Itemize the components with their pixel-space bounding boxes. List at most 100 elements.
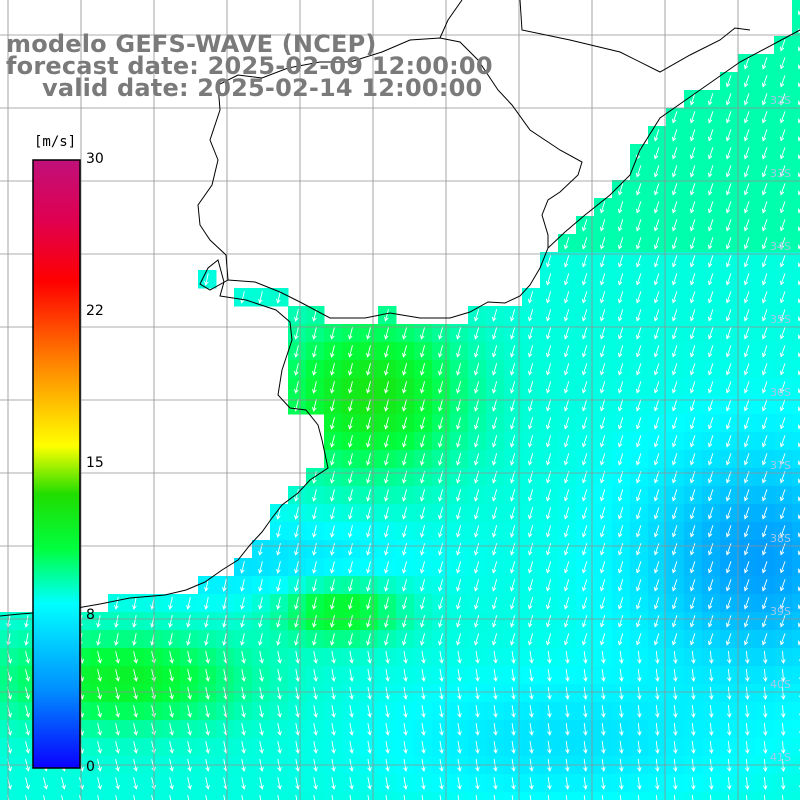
wind-arrow bbox=[725, 165, 732, 178]
wind-arrow bbox=[474, 543, 480, 556]
wind-arrow bbox=[689, 111, 696, 124]
wind-arrow bbox=[420, 543, 426, 556]
wind-arrow bbox=[743, 417, 750, 430]
wind-arrow bbox=[295, 705, 300, 718]
wind-arrow bbox=[348, 381, 353, 394]
wind-arrow bbox=[511, 705, 516, 718]
wind-arrow bbox=[349, 741, 354, 754]
wind-speed-cell bbox=[684, 792, 703, 800]
wind-arrow bbox=[421, 723, 426, 736]
wind-arrow bbox=[456, 453, 462, 466]
wind-arrow bbox=[367, 723, 372, 736]
wind-arrow bbox=[709, 704, 714, 718]
wind-speed-cell bbox=[792, 504, 800, 523]
wind-arrow bbox=[707, 345, 714, 358]
wind-arrow bbox=[655, 668, 660, 682]
wind-arrow bbox=[439, 795, 442, 800]
wind-arrow bbox=[671, 273, 678, 286]
wind-arrow bbox=[635, 543, 642, 556]
latitude-label: 35S bbox=[770, 313, 791, 326]
wind-arrow bbox=[475, 705, 480, 718]
wind-arrow bbox=[331, 687, 336, 700]
wind-arrow bbox=[725, 381, 732, 394]
wind-arrow bbox=[187, 669, 192, 682]
wind-arrow bbox=[366, 579, 371, 592]
wind-arrow bbox=[637, 650, 642, 664]
wind-arrow bbox=[313, 777, 318, 790]
wind-arrow bbox=[779, 597, 786, 610]
wind-arrow bbox=[779, 309, 786, 322]
wind-arrow bbox=[276, 561, 281, 574]
wind-arrow bbox=[492, 309, 498, 322]
wind-arrow bbox=[691, 740, 696, 754]
wind-arrow bbox=[222, 615, 227, 628]
wind-arrow bbox=[653, 345, 660, 358]
wind-arrow bbox=[348, 579, 353, 592]
wind-arrow bbox=[402, 543, 408, 556]
wind-arrow bbox=[601, 741, 606, 754]
wind-arrow bbox=[762, 650, 768, 664]
wind-arrow bbox=[258, 579, 263, 592]
wind-arrow bbox=[312, 363, 317, 376]
wind-arrow bbox=[599, 435, 606, 448]
wind-arrow bbox=[744, 740, 750, 754]
wind-arrow bbox=[420, 525, 426, 538]
wind-arrow bbox=[689, 129, 696, 142]
wind-speed-cell bbox=[324, 792, 343, 800]
wind-arrow bbox=[312, 399, 317, 412]
wind-arrow bbox=[709, 794, 712, 800]
wind-arrow bbox=[563, 561, 570, 574]
wind-arrow bbox=[707, 507, 714, 520]
wind-arrow bbox=[761, 291, 768, 304]
wind-arrow bbox=[348, 435, 353, 448]
wind-arrow bbox=[709, 668, 714, 682]
wind-speed-cell bbox=[558, 792, 577, 800]
wind-arrow bbox=[689, 291, 696, 304]
wind-speed-cell bbox=[792, 648, 800, 667]
wind-arrow bbox=[61, 795, 64, 800]
wind-arrow bbox=[474, 327, 480, 340]
wind-arrow bbox=[545, 345, 552, 358]
wind-arrow bbox=[25, 741, 30, 754]
wind-arrow bbox=[761, 165, 768, 178]
wind-arrow bbox=[689, 633, 696, 646]
wind-arrow bbox=[691, 650, 696, 664]
wind-speed-cell bbox=[162, 792, 181, 800]
wind-arrow bbox=[743, 579, 750, 592]
wind-arrow bbox=[601, 795, 604, 800]
wind-arrow bbox=[330, 327, 335, 340]
wind-arrow bbox=[581, 255, 588, 268]
wind-arrow bbox=[743, 615, 750, 628]
wind-arrow bbox=[619, 794, 622, 800]
wind-arrow bbox=[726, 686, 732, 700]
wind-arrow bbox=[420, 399, 426, 412]
wind-arrow bbox=[330, 489, 335, 502]
wind-arrow bbox=[635, 183, 642, 196]
wind-arrow bbox=[761, 381, 768, 394]
wind-arrow bbox=[187, 723, 192, 736]
wind-arrow bbox=[581, 273, 588, 286]
wind-arrow bbox=[743, 345, 750, 358]
wind-arrow bbox=[222, 633, 227, 646]
wind-arrow bbox=[779, 507, 786, 520]
wind-arrow bbox=[581, 525, 588, 538]
wind-arrow bbox=[25, 723, 30, 736]
wind-arrow bbox=[545, 597, 552, 610]
wind-arrow bbox=[599, 525, 606, 538]
wind-arrow bbox=[762, 668, 768, 682]
wind-arrow bbox=[671, 417, 678, 430]
wind-arrow bbox=[97, 723, 102, 736]
wind-arrow bbox=[474, 579, 480, 592]
wind-arrow bbox=[312, 309, 317, 322]
wind-arrow bbox=[510, 435, 516, 448]
wind-arrow bbox=[384, 345, 389, 358]
wind-arrow bbox=[438, 507, 444, 520]
wind-arrow bbox=[169, 651, 174, 664]
wind-arrow bbox=[583, 705, 588, 718]
wind-arrow bbox=[563, 453, 570, 466]
wind-arrow bbox=[420, 345, 426, 358]
colorbar-tick-label: 30 bbox=[86, 151, 104, 167]
wind-speed-cell bbox=[468, 792, 487, 800]
wind-arrow bbox=[671, 597, 678, 610]
